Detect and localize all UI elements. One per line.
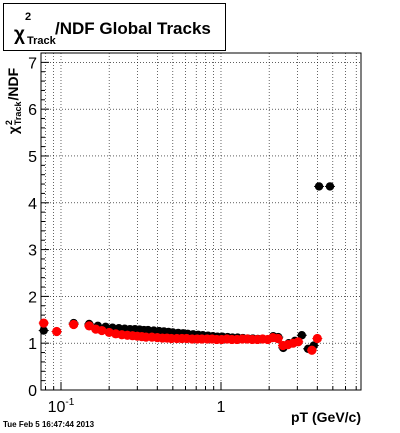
y-tick-label: 6 [28, 102, 37, 119]
data-point-red [273, 333, 283, 344]
y-tick-label: 2 [28, 289, 37, 306]
data-point-red [293, 337, 303, 347]
title-chi-symbol: χ [14, 24, 25, 45]
x-tick-label: 10-1 [48, 397, 75, 416]
title-subscript: Track [27, 35, 56, 47]
ylabel-chi-symbol: χ [5, 126, 22, 135]
datestamp: Tue Feb 5 16:47:44 2013 [3, 420, 95, 429]
data-point-red [312, 333, 322, 344]
y-tick-label: 1 [28, 336, 37, 353]
data-point-red [69, 319, 79, 330]
chart-title: χ 2 Track /NDF Global Tracks [3, 3, 226, 51]
y-tick-label: 3 [28, 243, 37, 260]
y-tick-label: 7 [28, 55, 37, 72]
y-tick-label: 4 [28, 196, 37, 213]
data-point-red [52, 326, 62, 337]
ylabel-subscript: Track [12, 101, 23, 126]
ylabel-text: /NDF [5, 67, 22, 101]
data-point-red [39, 318, 49, 328]
y-axis-label: χ2 Track/NDF [2, 55, 26, 147]
x-axis-label: pT (GeV/c) [291, 409, 362, 425]
title-text: /NDF Global Tracks [55, 19, 211, 38]
data-point-black [325, 182, 335, 191]
data-point-red [307, 345, 317, 355]
title-superscript: 2 [25, 11, 32, 23]
x-tick-label: 1 [217, 399, 226, 416]
data-point-black [39, 326, 48, 335]
data-point-black [314, 182, 324, 191]
data-point-red [97, 325, 107, 336]
data-point-black [297, 331, 307, 340]
y-tick-label: 0 [28, 383, 37, 400]
y-tick-label: 5 [28, 149, 37, 166]
